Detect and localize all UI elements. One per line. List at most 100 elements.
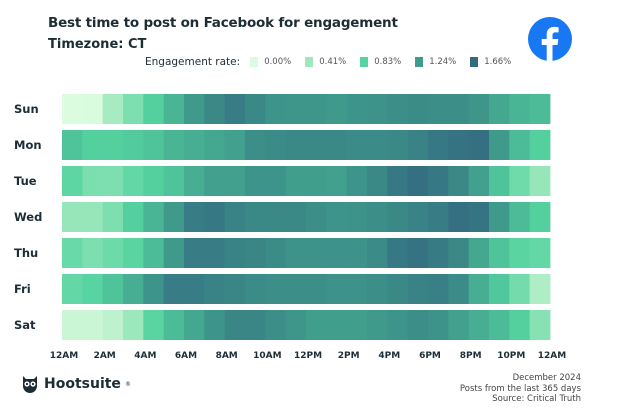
heatmap-cell (448, 130, 470, 160)
x-tick-label: 8AM (216, 351, 238, 361)
heatmap-cell (407, 238, 429, 268)
heatmap-cell (62, 130, 83, 160)
heatmap-cell (346, 310, 368, 340)
heatmap-cell (326, 94, 348, 124)
heatmap-cell (143, 166, 165, 196)
heatmap-cell (82, 310, 104, 340)
heatmap-cell (407, 130, 429, 160)
heatmap-cell (346, 202, 368, 232)
heatmap-cell (285, 130, 307, 160)
heatmap-cell (245, 130, 266, 160)
heatmap-cell (224, 166, 246, 196)
heatmap-cell (123, 310, 144, 340)
x-tick-label: 6PM (419, 351, 441, 361)
heatmap-cell (163, 94, 185, 124)
heatmap-cell (509, 130, 531, 160)
heatmap-cell (143, 274, 165, 304)
heatmap-cell (224, 94, 246, 124)
heatmap-cell (285, 310, 307, 340)
heatmap-cell (509, 274, 531, 304)
legend-value: 0.83% (374, 57, 402, 67)
heatmap-cell (346, 130, 368, 160)
heatmap-cell (326, 274, 348, 304)
heatmap-cell (326, 202, 348, 232)
heatmap-cell (509, 202, 531, 232)
heatmap-cell (428, 310, 449, 340)
heatmap-cell (163, 202, 185, 232)
heatmap-cell (367, 202, 388, 232)
legend-swatch (250, 57, 259, 67)
heatmap-cell (265, 130, 287, 160)
heatmap-cell (428, 130, 449, 160)
heatmap-cell (285, 238, 307, 268)
heatmap-cell (102, 238, 124, 268)
heatmap-cell (204, 166, 226, 196)
brand-mark: ® (124, 380, 131, 388)
heatmap-cell (489, 166, 510, 196)
legend-value: 1.24% (429, 57, 457, 67)
heatmap-cell (204, 202, 226, 232)
heatmap-cell (468, 166, 490, 196)
heatmap-cell (428, 202, 449, 232)
heatmap-cell (143, 238, 165, 268)
legend-label: Engagement rate: (145, 56, 241, 68)
x-tick-label: 12AM (538, 351, 566, 361)
x-tick-label: 12AM (50, 351, 78, 361)
heatmap-cell (407, 274, 429, 304)
heatmap-cell (62, 202, 83, 232)
x-tick-label: 2PM (338, 351, 360, 361)
heatmap-cell (468, 310, 490, 340)
row-label: Sun (14, 102, 39, 116)
heatmap-cell (62, 166, 83, 196)
heatmap-cell (62, 94, 83, 124)
heatmap-cell (123, 94, 144, 124)
heatmap-cell (102, 202, 124, 232)
legend-swatch (305, 57, 314, 67)
heatmap-cell (529, 310, 551, 340)
heatmap-cell (326, 166, 348, 196)
heatmap-cell (529, 238, 551, 268)
heatmap-cell (123, 130, 144, 160)
heatmap-cell (387, 310, 409, 340)
x-tick-label: 4PM (378, 351, 400, 361)
heatmap-cell (428, 274, 449, 304)
heatmap-cell (407, 202, 429, 232)
heatmap-cell (123, 274, 144, 304)
heatmap-cell (82, 274, 104, 304)
heatmap-cell (285, 166, 307, 196)
heatmap-cell (407, 166, 429, 196)
row-label: Tue (14, 174, 37, 188)
heatmap-cell (143, 310, 165, 340)
heatmap-cell (184, 238, 205, 268)
heatmap-cell (102, 94, 124, 124)
heatmap-cell (306, 94, 327, 124)
heatmap-cell (387, 94, 409, 124)
heatmap-cell (82, 130, 104, 160)
heatmap-cell (387, 130, 409, 160)
heatmap-cell (245, 238, 266, 268)
heatmap-cell (529, 94, 551, 124)
heatmap-cell (367, 94, 388, 124)
heatmap-cell (489, 274, 510, 304)
heatmap-cell (163, 274, 185, 304)
heatmap-cell (306, 310, 327, 340)
heatmap-cell (306, 274, 327, 304)
heatmap-cell (428, 238, 449, 268)
heatmap-cell (224, 274, 246, 304)
note-source: Source: Critical Truth (492, 394, 581, 405)
row-label: Sat (14, 318, 36, 332)
heatmap-cell (204, 94, 226, 124)
heatmap-cell (204, 130, 226, 160)
heatmap-cell (387, 166, 409, 196)
heatmap-cell (285, 274, 307, 304)
heatmap-cell (285, 94, 307, 124)
heatmap-cell (245, 274, 266, 304)
brand-name: Hootsuite (44, 376, 121, 392)
heatmap-cell (529, 202, 551, 232)
heatmap-cell (82, 238, 104, 268)
heatmap-cell (468, 130, 490, 160)
heatmap-cell (326, 238, 348, 268)
heatmap-cell (306, 238, 327, 268)
heatmap-cell (184, 202, 205, 232)
x-tick-label: 8PM (460, 351, 482, 361)
